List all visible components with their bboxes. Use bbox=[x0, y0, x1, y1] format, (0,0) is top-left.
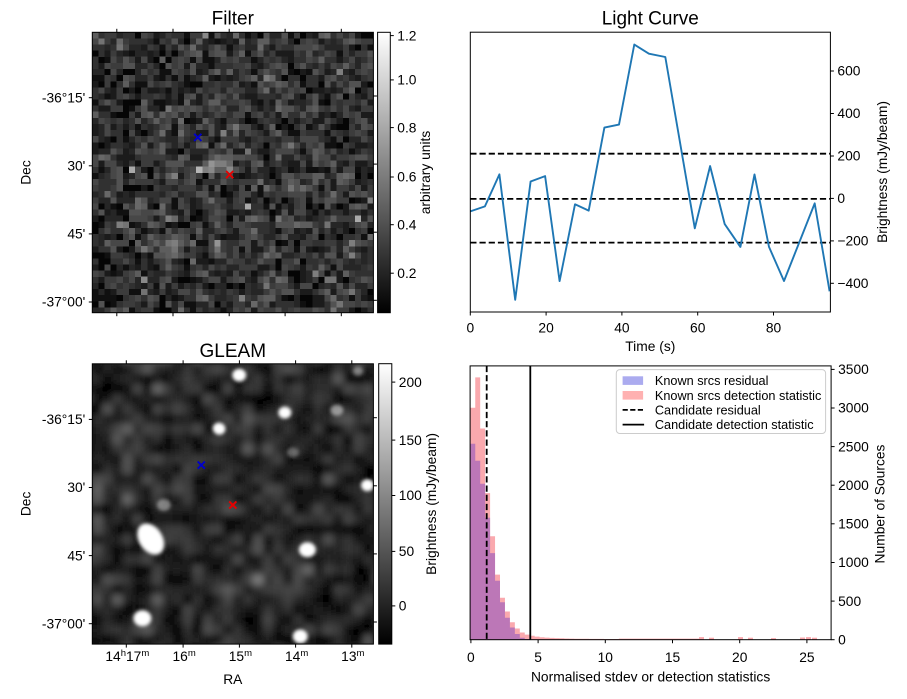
svg-text:2500: 2500 bbox=[838, 439, 869, 454]
svg-text:Dec: Dec bbox=[19, 492, 34, 517]
svg-text:0.4: 0.4 bbox=[397, 217, 417, 232]
svg-text:50: 50 bbox=[399, 544, 415, 559]
svg-text:Filter: Filter bbox=[212, 8, 255, 29]
svg-text:-36°15': -36°15' bbox=[42, 412, 85, 427]
svg-text:30': 30' bbox=[67, 480, 85, 495]
svg-text:45': 45' bbox=[67, 548, 85, 563]
svg-text:-37°00': -37°00' bbox=[42, 295, 85, 310]
svg-text:GLEAM: GLEAM bbox=[200, 341, 267, 362]
svg-text:0.2: 0.2 bbox=[397, 266, 416, 281]
svg-text:25: 25 bbox=[799, 650, 815, 665]
svg-text:30': 30' bbox=[67, 159, 85, 174]
svg-text:-37°00': -37°00' bbox=[42, 616, 85, 631]
svg-text:14h17m: 14h17m bbox=[105, 648, 149, 664]
svg-text:1.2: 1.2 bbox=[397, 28, 416, 43]
svg-text:13m: 13m bbox=[341, 648, 364, 664]
svg-text:3000: 3000 bbox=[838, 401, 869, 416]
svg-text:500: 500 bbox=[838, 594, 861, 609]
svg-text:1.0: 1.0 bbox=[397, 73, 417, 88]
svg-text:3500: 3500 bbox=[838, 362, 869, 377]
svg-text:−400: −400 bbox=[837, 276, 868, 291]
svg-text:16m: 16m bbox=[172, 648, 195, 664]
svg-text:45': 45' bbox=[67, 227, 85, 242]
svg-text:Number of Sources: Number of Sources bbox=[873, 444, 888, 563]
svg-text:Brightness (mJy/beam): Brightness (mJy/beam) bbox=[875, 101, 890, 243]
svg-text:15m: 15m bbox=[229, 648, 252, 664]
svg-text:600: 600 bbox=[837, 64, 860, 79]
svg-text:Candidate detection statistic: Candidate detection statistic bbox=[655, 418, 814, 432]
svg-text:Light Curve: Light Curve bbox=[602, 8, 699, 29]
svg-text:400: 400 bbox=[837, 106, 860, 121]
svg-text:200: 200 bbox=[837, 149, 860, 164]
svg-text:100: 100 bbox=[399, 488, 422, 503]
svg-text:1000: 1000 bbox=[838, 555, 869, 570]
svg-text:Normalised stdev or detection: Normalised stdev or detection statistics bbox=[531, 670, 770, 685]
svg-text:5: 5 bbox=[534, 650, 542, 665]
svg-text:Brightness (mJy/beam): Brightness (mJy/beam) bbox=[424, 433, 439, 575]
svg-text:0: 0 bbox=[399, 599, 407, 614]
svg-text:Time (s): Time (s) bbox=[625, 339, 675, 354]
svg-text:200: 200 bbox=[399, 375, 422, 390]
svg-text:RA: RA bbox=[223, 672, 243, 687]
svg-text:14m: 14m bbox=[285, 648, 308, 664]
svg-text:150: 150 bbox=[399, 433, 422, 448]
svg-text:0: 0 bbox=[837, 191, 845, 206]
svg-text:0: 0 bbox=[467, 650, 475, 665]
svg-text:60: 60 bbox=[690, 321, 706, 336]
svg-text:1500: 1500 bbox=[838, 517, 869, 532]
svg-text:Known srcs detection statistic: Known srcs detection statistic bbox=[655, 389, 822, 403]
svg-text:arbitrary units: arbitrary units bbox=[418, 131, 433, 215]
svg-text:15: 15 bbox=[665, 650, 681, 665]
svg-text:20: 20 bbox=[732, 650, 748, 665]
svg-text:0: 0 bbox=[466, 321, 474, 336]
svg-text:Dec: Dec bbox=[19, 160, 34, 185]
svg-text:Known srcs residual: Known srcs residual bbox=[655, 374, 769, 388]
svg-text:-36°15': -36°15' bbox=[42, 90, 85, 105]
svg-text:80: 80 bbox=[766, 321, 782, 336]
svg-text:Candidate residual: Candidate residual bbox=[655, 404, 761, 418]
svg-text:0.8: 0.8 bbox=[397, 120, 417, 135]
svg-text:40: 40 bbox=[614, 321, 630, 336]
svg-text:20: 20 bbox=[538, 321, 554, 336]
svg-text:10: 10 bbox=[598, 650, 614, 665]
svg-text:−200: −200 bbox=[837, 234, 868, 249]
svg-text:0: 0 bbox=[838, 632, 846, 647]
svg-text:2000: 2000 bbox=[838, 478, 869, 493]
svg-text:0.6: 0.6 bbox=[397, 170, 417, 185]
